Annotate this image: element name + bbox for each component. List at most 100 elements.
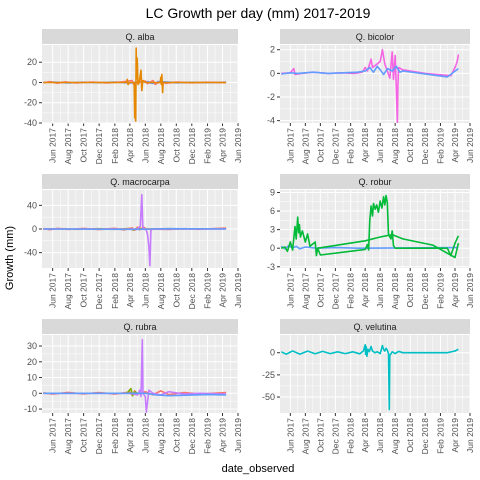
y-axis-label: Growth (mm) xyxy=(4,226,16,290)
x-tick-label: Oct 2017 xyxy=(315,273,325,308)
x-tick-label: Jun 2018 xyxy=(375,418,385,453)
y-tick-label: 30 xyxy=(27,341,37,351)
y-tick-label: 0 xyxy=(32,388,37,398)
x-tick-label: Dec 2018 xyxy=(420,418,430,455)
x-tick-label: Oct 2017 xyxy=(79,128,89,163)
facet-strip-label: Q. robur xyxy=(358,177,391,187)
x-tick-label: Aug 2018 xyxy=(156,273,166,310)
x-tick-label: Apr 2019 xyxy=(218,128,228,163)
x-tick-label: Dec 2018 xyxy=(420,128,430,165)
x-tick-label: Jun 2017 xyxy=(285,418,295,453)
x-tick-label: Dec 2017 xyxy=(330,418,340,455)
x-tick-label: Aug 2017 xyxy=(63,418,73,455)
x-tick-label: Apr 2019 xyxy=(450,418,460,453)
x-tick-label: Apr 2018 xyxy=(360,273,370,308)
x-tick-label: Feb 2019 xyxy=(435,418,445,454)
x-tick-label: Jun 2017 xyxy=(285,273,295,308)
x-tick-label: Feb 2019 xyxy=(203,273,213,309)
x-tick-label: Dec 2018 xyxy=(420,273,430,310)
chart-title: LC Growth per day (mm) 2017-2019 xyxy=(146,5,371,21)
x-tick-label: Oct 2017 xyxy=(79,273,89,308)
facet-q--macrocarpa: Q. macrocarpa Jun 2017 Aug 2017 Oct 2017 Dec… xyxy=(24,174,243,309)
y-tick-label: 0 xyxy=(270,68,275,78)
panel-background xyxy=(280,335,470,413)
facet-strip-label: Q. macrocarpa xyxy=(110,177,170,187)
x-tick-label: Apr 2019 xyxy=(218,273,228,308)
x-tick-label: Apr 2019 xyxy=(450,128,460,163)
facet-q--robur: Q. robur Jun 2017 Aug 2017 Oct 2017 Dec 2017… xyxy=(267,174,475,309)
x-tick-label: Jun 2019 xyxy=(465,273,475,308)
x-tick-label: Aug 2017 xyxy=(63,273,73,310)
x-tick-label: Jun 2019 xyxy=(233,128,243,163)
x-tick-label: Dec 2017 xyxy=(94,128,104,165)
y-tick-label: 40 xyxy=(27,200,37,210)
y-tick-label: -40 xyxy=(24,118,37,128)
x-tick-label: Jun 2019 xyxy=(233,418,243,453)
x-tick-label: Oct 2018 xyxy=(171,273,181,308)
x-tick-label: Oct 2017 xyxy=(79,418,89,453)
facet-panels: Q. alba Jun 2017 Aug 2017 Oct 2017 Dec 2017 F… xyxy=(24,29,475,454)
facet-strip-label: Q. bicolor xyxy=(356,32,395,42)
x-tick-label: Jun 2019 xyxy=(233,273,243,308)
y-tick-label: -50 xyxy=(262,392,275,402)
x-tick-label: Dec 2018 xyxy=(187,418,197,455)
x-tick-label: Oct 2018 xyxy=(171,418,181,453)
x-tick-label: Jun 2019 xyxy=(465,418,475,453)
facet-strip-label: Q. alba xyxy=(125,32,154,42)
x-tick-label: Feb 2019 xyxy=(435,273,445,309)
x-tick-label: Feb 2019 xyxy=(203,128,213,164)
y-tick-label: 9 xyxy=(270,187,275,197)
y-tick-label: -4 xyxy=(267,116,275,126)
x-tick-label: Oct 2017 xyxy=(315,128,325,163)
panel-background xyxy=(42,45,238,123)
x-tick-label: Feb 2018 xyxy=(346,128,356,164)
y-tick-label: 0 xyxy=(32,224,37,234)
y-tick-label: 20 xyxy=(27,357,37,367)
x-tick-label: Aug 2017 xyxy=(300,128,310,165)
x-tick-label: Jun 2019 xyxy=(465,128,475,163)
x-tick-label: Apr 2018 xyxy=(360,418,370,453)
y-tick-label: 2 xyxy=(270,45,275,55)
x-tick-label: Oct 2017 xyxy=(315,418,325,453)
x-tick-label: Aug 2018 xyxy=(390,273,400,310)
facet-q--velutina: Q. velutina Jun 2017 Aug 2017 Oct 2017 Dec 2… xyxy=(262,319,475,454)
x-tick-label: Feb 2019 xyxy=(435,128,445,164)
x-tick-label: Jun 2017 xyxy=(48,273,58,308)
x-tick-label: Jun 2017 xyxy=(48,418,58,453)
y-tick-label: -10 xyxy=(24,404,37,414)
y-tick-label: -20 xyxy=(24,98,37,108)
panel-background xyxy=(280,45,470,123)
x-tick-label: Apr 2018 xyxy=(360,128,370,163)
x-tick-label: Apr 2018 xyxy=(125,418,135,453)
y-tick-label: -40 xyxy=(24,248,37,258)
x-tick-label: Jun 2018 xyxy=(140,418,150,453)
series-line xyxy=(43,229,226,230)
x-tick-label: Dec 2017 xyxy=(94,418,104,455)
x-tick-label: Aug 2017 xyxy=(300,418,310,455)
x-tick-label: Apr 2018 xyxy=(125,128,135,163)
x-tick-label: Aug 2018 xyxy=(390,418,400,455)
x-tick-label: Aug 2018 xyxy=(156,128,166,165)
x-tick-label: Dec 2017 xyxy=(94,273,104,310)
x-tick-label: Jun 2018 xyxy=(375,128,385,163)
x-tick-label: Feb 2018 xyxy=(110,273,120,309)
x-tick-label: Aug 2018 xyxy=(390,128,400,165)
x-tick-label: Dec 2018 xyxy=(187,273,197,310)
y-tick-label: 10 xyxy=(27,373,37,383)
x-tick-label: Oct 2018 xyxy=(171,128,181,163)
x-tick-label: Feb 2018 xyxy=(110,128,120,164)
y-tick-label: -3 xyxy=(267,262,275,272)
x-tick-label: Aug 2017 xyxy=(300,273,310,310)
facet-strip-label: Q. rubra xyxy=(123,322,156,332)
x-tick-label: Aug 2018 xyxy=(156,418,166,455)
y-tick-label: 0 xyxy=(270,243,275,253)
y-tick-label: 20 xyxy=(27,57,37,67)
x-tick-label: Dec 2017 xyxy=(330,128,340,165)
x-tick-label: Jun 2018 xyxy=(375,273,385,308)
x-tick-label: Dec 2017 xyxy=(330,273,340,310)
x-tick-label: Jun 2018 xyxy=(140,273,150,308)
x-tick-label: Feb 2018 xyxy=(110,418,120,454)
y-tick-label: 0 xyxy=(270,348,275,358)
x-tick-label: Oct 2018 xyxy=(405,128,415,163)
